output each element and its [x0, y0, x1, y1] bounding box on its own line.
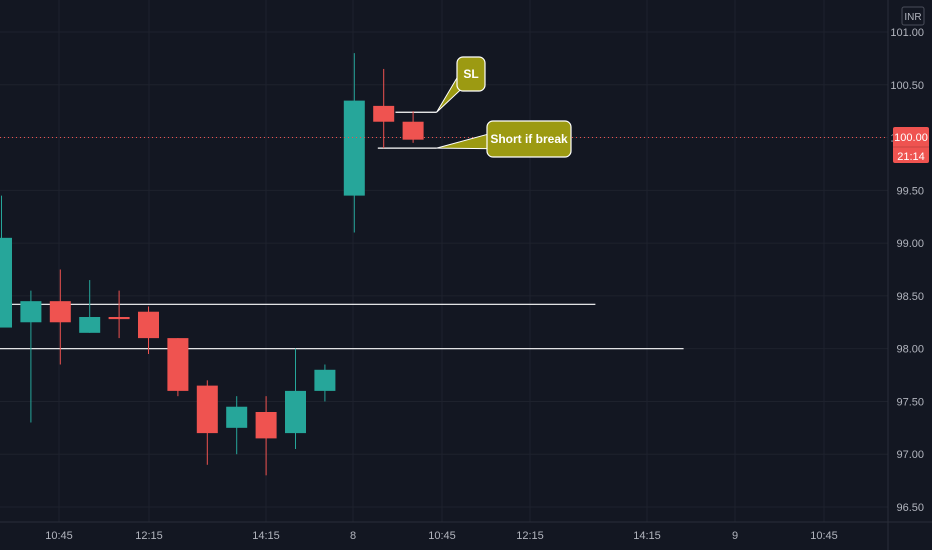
candle-body: [0, 237, 12, 328]
candle-body: [226, 406, 248, 428]
candle-body: [373, 105, 395, 122]
callout-label: Short if break: [490, 132, 568, 146]
candle-body: [20, 301, 42, 323]
callouts: SL Short if break: [436, 56, 572, 158]
price-axis[interactable]: 96.5097.0097.5098.0098.5099.0099.50100.0…: [890, 27, 924, 514]
countdown-value: 21:14: [897, 151, 925, 163]
candle: [49, 269, 71, 365]
last-price-tag: 100.00 21:14: [893, 127, 929, 163]
callout[interactable]: SL: [436, 56, 486, 113]
candle-body: [255, 412, 277, 439]
candle-body: [285, 390, 306, 434]
y-tick-label: 98.00: [896, 344, 924, 356]
x-tick-label: 10:45: [45, 530, 73, 542]
x-tick-label: 8: [350, 530, 356, 542]
y-tick-label: 97.00: [896, 449, 924, 461]
candle: [0, 195, 12, 328]
candle-body: [79, 317, 101, 333]
candle: [138, 306, 159, 354]
candle: [108, 290, 130, 339]
candle: [226, 396, 248, 455]
time-axis[interactable]: 10:45 12:15 14:15 8 10:45 12:15 14:15 9 10:45: [45, 530, 838, 542]
candle: [343, 53, 365, 233]
candle-body: [314, 369, 336, 391]
candles: [0, 53, 424, 476]
candle: [79, 280, 101, 333]
y-tick-label: 98.50: [896, 291, 924, 303]
candle-body: [343, 100, 365, 196]
y-tick-label: 96.50: [896, 502, 924, 514]
horizontal-levels: [0, 111, 684, 350]
x-tick-label: 10:45: [428, 530, 456, 542]
x-tick-label: 12:15: [516, 530, 544, 542]
y-tick-label: 99.50: [896, 185, 924, 197]
callout-joint: [458, 66, 468, 85]
callout-label: SL: [463, 67, 478, 81]
callout[interactable]: Short if break: [436, 120, 572, 158]
y-tick-label: 97.50: [896, 396, 924, 408]
callout-box: [486, 120, 572, 158]
candle: [285, 348, 306, 449]
y-tick-label: 100.50: [890, 80, 924, 92]
candle-body: [49, 301, 71, 323]
currency-label: INR: [904, 12, 921, 23]
y-tick-label: 99.00: [896, 238, 924, 250]
candle: [167, 338, 189, 397]
currency-badge: INR: [901, 6, 925, 26]
x-tick-label: 9: [732, 530, 738, 542]
candle: [196, 380, 218, 465]
candle-body: [167, 338, 189, 391]
candle: [314, 364, 336, 402]
x-tick-label: 10:45: [810, 530, 838, 542]
x-tick-label: 14:15: [633, 530, 661, 542]
candle: [402, 111, 424, 143]
candle: [20, 290, 42, 423]
candle-body: [108, 317, 130, 320]
callout-joint: [488, 131, 498, 150]
x-tick-label: 14:15: [252, 530, 280, 542]
candle-body: [138, 311, 159, 339]
candle: [373, 68, 395, 149]
candle-body: [402, 121, 424, 140]
x-tick-label: 12:15: [135, 530, 163, 542]
y-tick-label: 101.00: [890, 27, 924, 39]
candle: [255, 396, 277, 476]
last-price-value: 100.00: [894, 132, 928, 144]
candle-body: [196, 385, 218, 434]
